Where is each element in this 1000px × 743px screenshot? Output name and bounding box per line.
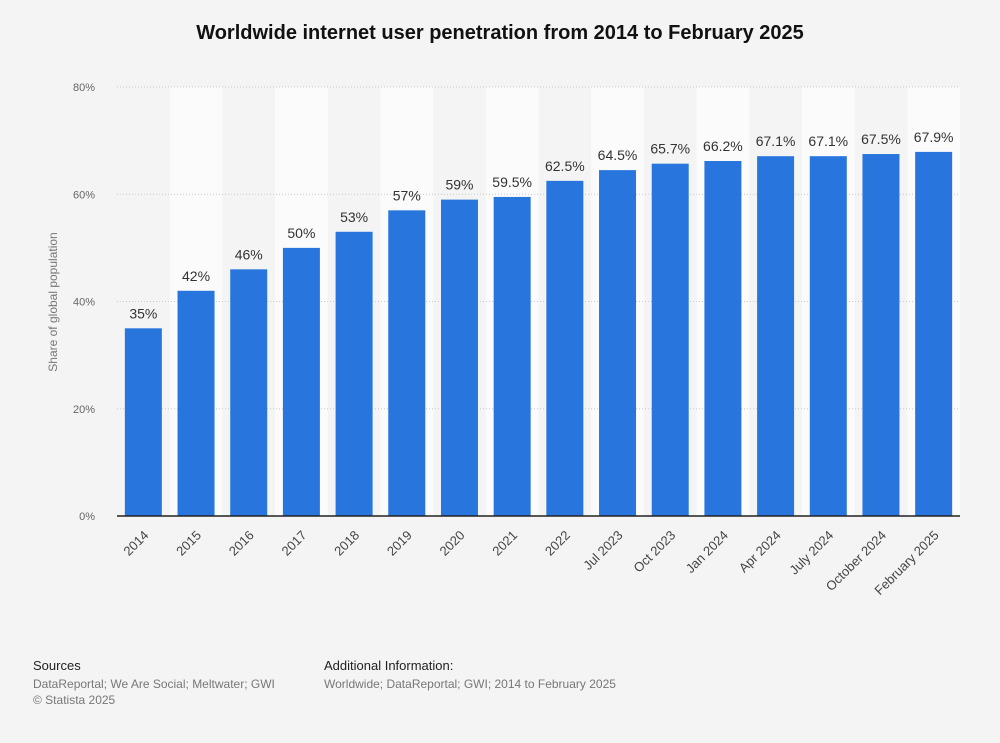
- y-tick-label: 60%: [73, 189, 95, 201]
- bar: [704, 161, 742, 516]
- bar: [651, 163, 689, 516]
- data-label: 35%: [129, 305, 157, 321]
- bar: [862, 154, 900, 516]
- x-tick-label: 2021: [489, 528, 520, 559]
- data-label: 67.1%: [808, 133, 848, 149]
- sources-heading: Sources: [33, 658, 81, 673]
- data-label: 50%: [287, 225, 315, 241]
- x-tick-label: 2022: [542, 528, 573, 559]
- x-tick-label: 2018: [331, 528, 362, 559]
- bar: [599, 170, 637, 516]
- bar: [282, 247, 320, 516]
- bar-chart: 0% 20% 40% 60% 80% Share of global population…: [46, 82, 960, 598]
- bar: [915, 151, 953, 517]
- x-tick-label: 2017: [278, 528, 309, 559]
- data-label: 42%: [182, 268, 210, 284]
- x-tick-label: 2015: [173, 528, 204, 559]
- x-tick-label: Oct 2023: [630, 528, 678, 576]
- data-label: 57%: [393, 187, 421, 203]
- data-label: 65.7%: [650, 141, 690, 157]
- copyright-text: © Statista 2025: [33, 693, 116, 707]
- x-tick-label: 2019: [384, 528, 415, 559]
- data-label: 62.5%: [545, 158, 585, 174]
- sources-text: DataReportal; We Are Social; Meltwater; …: [33, 677, 275, 691]
- x-tick-label: 2014: [120, 528, 151, 559]
- data-label: 66.2%: [703, 138, 743, 154]
- chart-title: Worldwide internet user penetration from…: [196, 22, 804, 44]
- additional-info-heading: Additional Information:: [324, 658, 454, 673]
- bar: [493, 196, 531, 516]
- bar: [440, 199, 478, 517]
- bar: [124, 328, 162, 516]
- data-label: 46%: [235, 246, 263, 262]
- data-label: 67.5%: [861, 131, 901, 147]
- bar: [546, 180, 584, 516]
- sources-block: Sources DataReportal; We Are Social; Mel…: [33, 658, 275, 708]
- bar: [757, 156, 795, 516]
- data-label: 67.1%: [756, 133, 796, 149]
- bar: [230, 269, 268, 516]
- data-label: 59.5%: [492, 174, 532, 190]
- x-tick-label: July 2024: [786, 528, 836, 578]
- x-tick-label: Apr 2024: [736, 528, 784, 576]
- y-tick-label: 20%: [73, 404, 95, 416]
- additional-info-text: Worldwide; DataReportal; GWI; 2014 to Fe…: [324, 677, 616, 691]
- data-label: 59%: [445, 177, 473, 193]
- x-tick-label: Jul 2023: [580, 528, 625, 573]
- additional-info-block: Additional Information: Worldwide; DataR…: [324, 658, 616, 692]
- y-tick-label: 0%: [79, 511, 95, 523]
- y-axis-title: Share of global population: [46, 232, 60, 371]
- x-tick-label: 2016: [226, 528, 257, 559]
- bar: [809, 156, 847, 516]
- data-label: 53%: [340, 209, 368, 225]
- y-tick-label: 40%: [73, 297, 95, 309]
- data-label: 64.5%: [598, 147, 638, 163]
- bar: [388, 210, 426, 516]
- bar: [335, 231, 373, 516]
- bar: [177, 290, 215, 516]
- x-tick-label: 2020: [437, 528, 468, 559]
- x-tick-label: Jan 2024: [683, 528, 731, 576]
- data-label: 67.9%: [914, 129, 954, 145]
- y-tick-label: 80%: [73, 82, 95, 94]
